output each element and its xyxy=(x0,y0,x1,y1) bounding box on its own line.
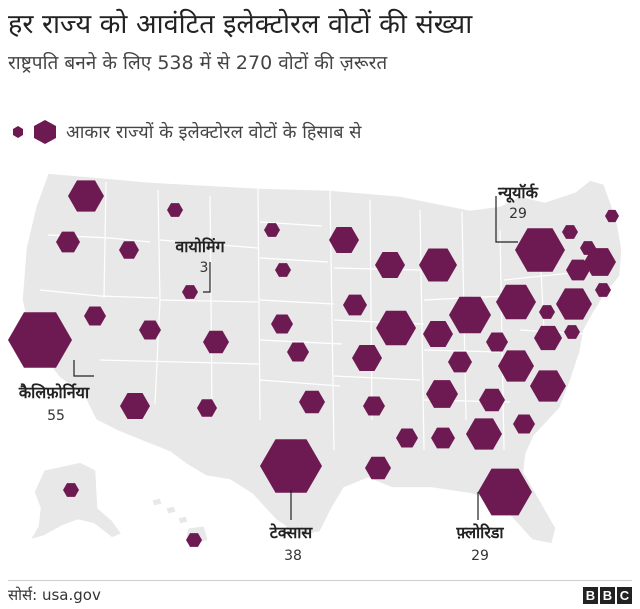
callout-value-california: 55 xyxy=(47,408,65,424)
state-hex-19 xyxy=(562,225,578,239)
state-hex-1 xyxy=(68,180,104,212)
state-borders xyxy=(39,181,601,451)
state-hex-43 xyxy=(479,388,505,412)
state-hex-21 xyxy=(605,209,619,223)
state-hex-29 xyxy=(423,321,453,347)
source-text: सोर्स: usa.gov xyxy=(8,586,101,604)
legend-hex-icons xyxy=(13,120,56,144)
state-hex-14 xyxy=(343,294,367,316)
state-hex-28 xyxy=(564,325,580,339)
state-hex-26 xyxy=(539,305,555,319)
state-hex-42 xyxy=(426,380,458,408)
state-hex-23 xyxy=(566,259,590,281)
callout-name-texas: टेक्सास xyxy=(269,523,314,542)
callout-value-new-york: 29 xyxy=(509,206,527,222)
state-hex-47 xyxy=(513,414,535,434)
state-hex-39 xyxy=(197,399,217,417)
state-hex-32 xyxy=(352,345,382,371)
bbc-logo-c: C xyxy=(617,587,632,604)
callout-name-florida: फ़्लोरिडा xyxy=(455,523,504,542)
state-hex-15 xyxy=(376,310,416,346)
state-hex-51 xyxy=(63,483,79,497)
state-hex-2 xyxy=(167,203,183,217)
state-hex-33 xyxy=(448,351,472,373)
legend-large-hex-icon xyxy=(34,120,56,144)
state-hex-9 xyxy=(375,252,405,278)
legend-text: आकार राज्यों के इलेक्टोरल वोटों के हिसाब… xyxy=(66,122,362,143)
bbc-logo-b2: B xyxy=(600,587,615,604)
state-hex-27 xyxy=(534,325,562,351)
contiguous-us-shape xyxy=(21,172,623,545)
state-hex-11 xyxy=(84,306,106,326)
state-hex-44 xyxy=(396,428,418,448)
state-hex-35 xyxy=(486,332,508,352)
state-hex-4 xyxy=(119,241,139,259)
state-hex-13 xyxy=(271,314,293,334)
state-hex-52 xyxy=(186,533,202,547)
state-hex-16 xyxy=(449,296,491,334)
state-hex-7 xyxy=(182,285,198,299)
alaska-shape xyxy=(28,461,124,542)
callout-value-texas: 38 xyxy=(284,548,302,564)
page-subtitle: राष्ट्रपति बनने के लिए 538 में से 270 वो… xyxy=(8,52,388,74)
state-hex-49 xyxy=(260,439,322,493)
state-hex-17 xyxy=(496,284,536,320)
state-hex-45 xyxy=(431,427,455,449)
callout-name-wyoming: वायोमिंग xyxy=(174,237,225,256)
state-hex-18 xyxy=(515,228,565,272)
state-hex-36 xyxy=(530,370,566,402)
state-hex-6 xyxy=(264,223,280,237)
state-hex-34 xyxy=(498,350,534,382)
state-hex-22 xyxy=(584,248,616,276)
state-hex-24 xyxy=(595,283,611,297)
legend-small-hex-icon xyxy=(13,126,23,138)
state-hex-31 xyxy=(287,342,309,362)
callout-name-california: कैलिफ़ोर्निया xyxy=(18,383,90,402)
state-hex-50 xyxy=(478,468,532,516)
state-hex-5 xyxy=(329,227,359,253)
state-hex-25 xyxy=(556,288,592,320)
state-hex-8 xyxy=(275,263,291,277)
state-hex-41 xyxy=(363,396,385,416)
state-hexagons xyxy=(8,180,619,547)
bbc-logo-b1: B xyxy=(583,587,598,604)
state-hex-40 xyxy=(299,390,325,414)
state-hex-30 xyxy=(203,330,229,354)
state-hex-48 xyxy=(365,456,391,480)
footer-divider xyxy=(8,580,632,581)
page-title: हर राज्य को आवंटित इलेक्टोरल वोटों की सं… xyxy=(8,9,473,40)
callout-value-florida: 29 xyxy=(471,548,489,564)
state-hex-12 xyxy=(139,320,161,340)
state-hex-10 xyxy=(419,248,457,282)
callout-name-new-york: न्यूयॉर्क xyxy=(497,183,538,203)
state-hex-46 xyxy=(466,418,502,450)
state-hex-37 xyxy=(8,312,72,368)
callout-value-wyoming: 3 xyxy=(200,260,209,276)
callout-lines xyxy=(73,196,518,520)
bbc-logo: B B C xyxy=(583,587,632,604)
state-hex-38 xyxy=(120,393,150,419)
legend: आकार राज्यों के इलेक्टोरल वोटों के हिसाब… xyxy=(8,116,361,148)
state-hex-3 xyxy=(56,231,80,253)
